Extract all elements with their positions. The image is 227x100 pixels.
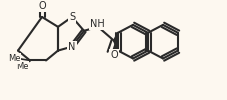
Text: O: O bbox=[38, 1, 46, 11]
Text: NH: NH bbox=[90, 19, 104, 29]
Text: S: S bbox=[69, 12, 75, 22]
Text: N: N bbox=[68, 42, 76, 52]
Text: Me: Me bbox=[8, 54, 20, 63]
Text: O: O bbox=[110, 50, 118, 60]
Text: Me: Me bbox=[16, 62, 28, 71]
